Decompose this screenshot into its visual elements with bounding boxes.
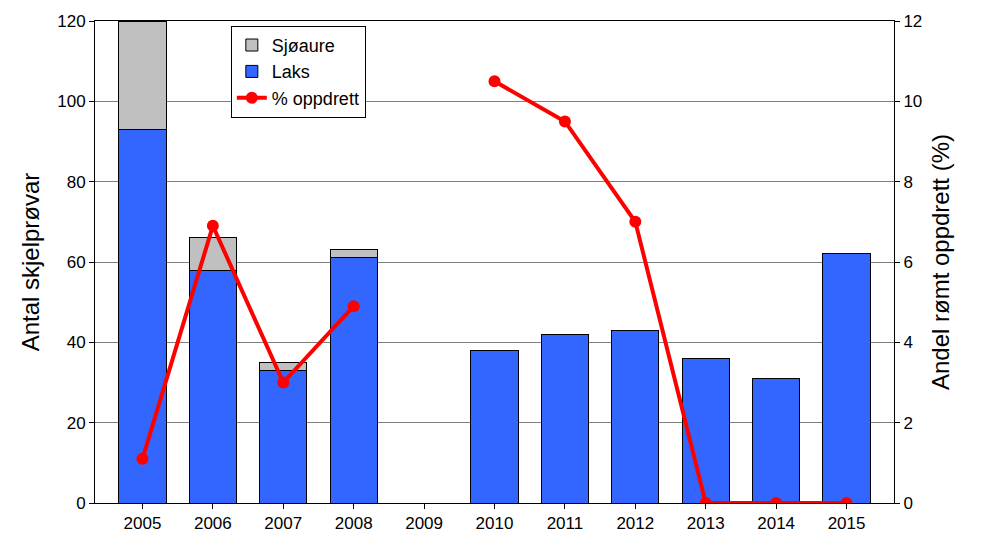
svg-text:2015: 2015 <box>828 514 866 533</box>
svg-text:Andel rømt oppdrett (%): Andel rømt oppdrett (%) <box>927 134 954 390</box>
svg-text:Laks: Laks <box>272 62 310 82</box>
svg-text:100: 100 <box>57 92 85 111</box>
svg-text:120: 120 <box>57 12 85 31</box>
svg-text:2007: 2007 <box>264 514 302 533</box>
svg-text:2008: 2008 <box>335 514 373 533</box>
svg-text:% oppdrett: % oppdrett <box>272 89 359 109</box>
svg-text:2005: 2005 <box>124 514 162 533</box>
svg-text:4: 4 <box>903 333 912 352</box>
svg-text:12: 12 <box>903 12 922 31</box>
svg-text:Antal skjelprøvar: Antal skjelprøvar <box>17 173 44 352</box>
svg-text:2014: 2014 <box>757 514 795 533</box>
svg-text:10: 10 <box>903 92 922 111</box>
svg-text:2009: 2009 <box>405 514 443 533</box>
svg-text:2011: 2011 <box>547 514 584 533</box>
svg-text:0: 0 <box>903 494 912 513</box>
svg-text:6: 6 <box>903 253 912 272</box>
svg-text:2006: 2006 <box>194 514 232 533</box>
svg-text:80: 80 <box>67 173 86 192</box>
svg-text:0: 0 <box>76 494 85 513</box>
svg-text:60: 60 <box>67 253 86 272</box>
svg-text:20: 20 <box>67 414 86 433</box>
svg-text:2013: 2013 <box>687 514 725 533</box>
svg-text:2: 2 <box>903 414 912 433</box>
svg-text:Sjøaure: Sjøaure <box>272 36 335 56</box>
svg-text:2012: 2012 <box>616 514 654 533</box>
svg-text:8: 8 <box>903 173 912 192</box>
svg-text:2010: 2010 <box>476 514 514 533</box>
svg-text:40: 40 <box>67 333 86 352</box>
